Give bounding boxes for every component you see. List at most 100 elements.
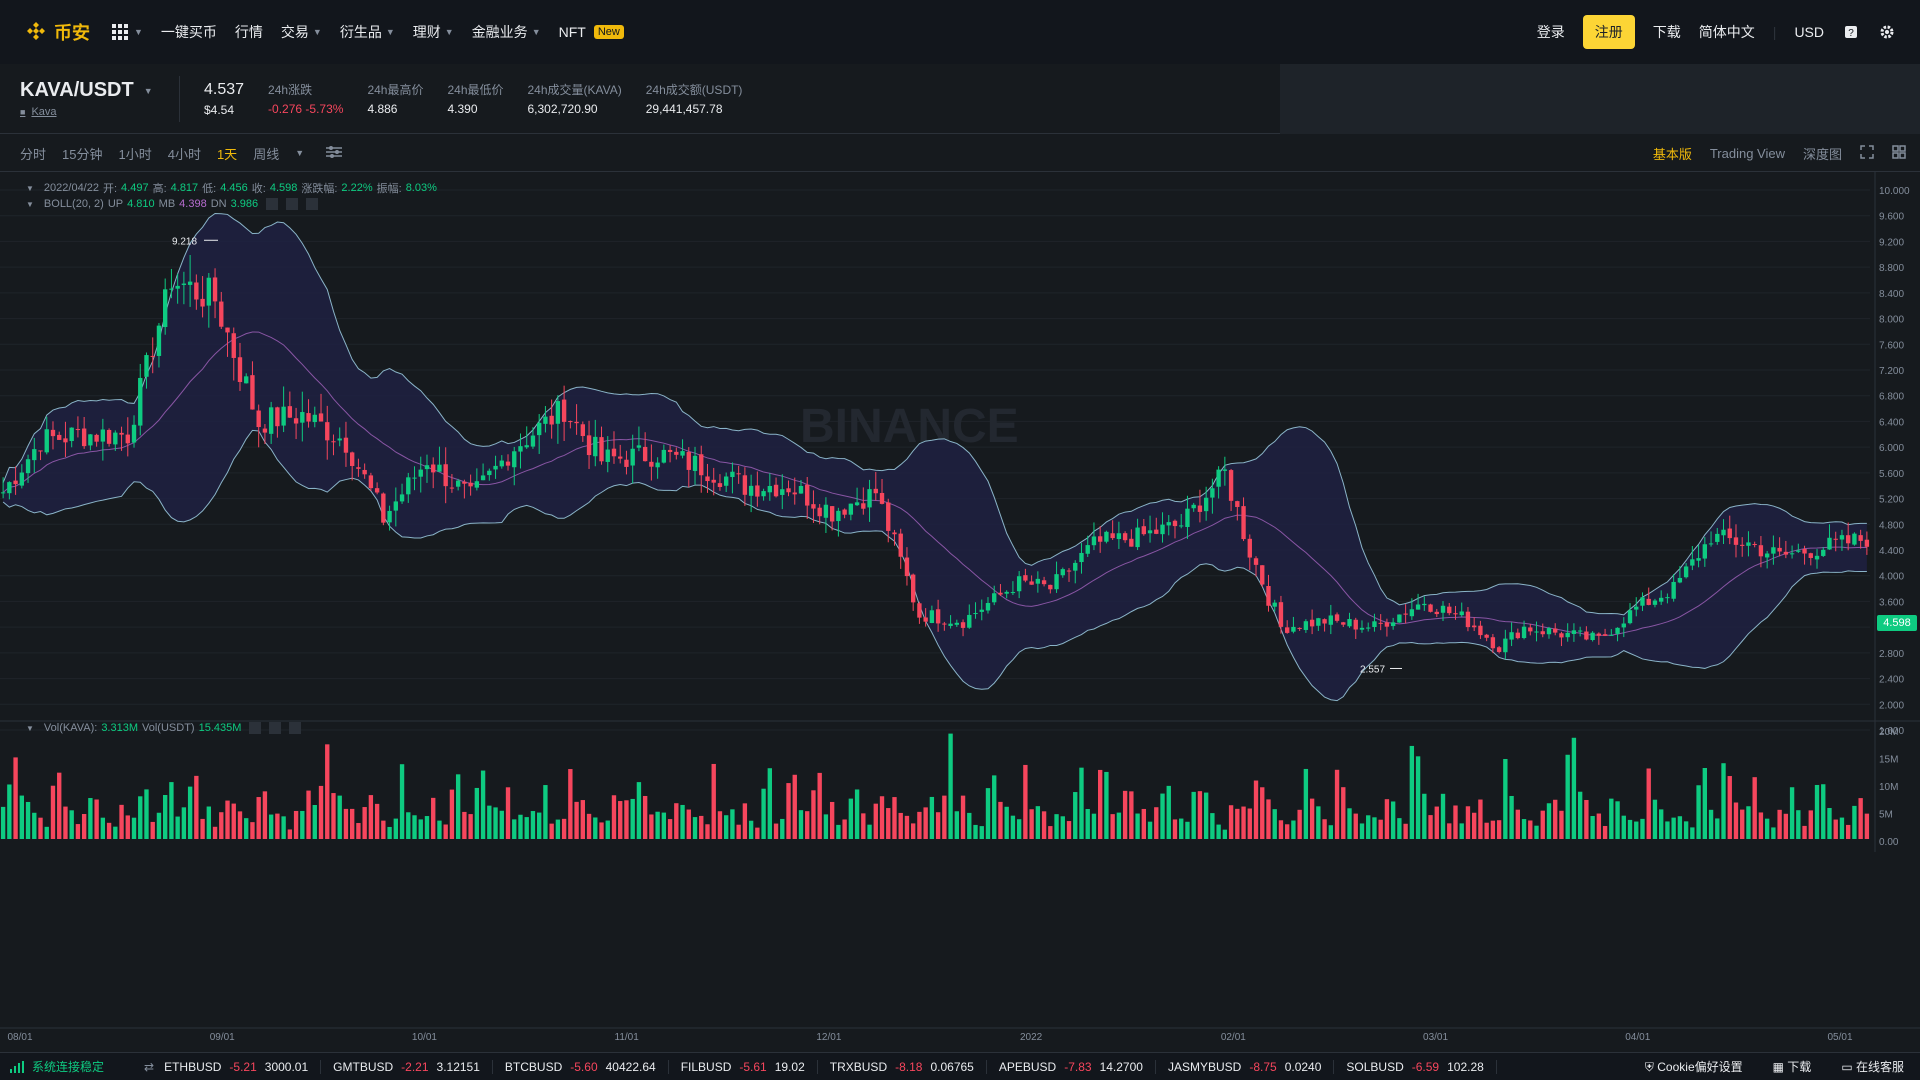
volume-bar [1073,792,1078,839]
volume-bar [1228,805,1234,839]
view-tab[interactable]: Trading View [1709,145,1785,161]
timeframe-list: 分时 15分钟 1小时 4小时 1天 周线 [20,144,295,163]
pair-selector[interactable]: KAVA/USDT ▼ ■ Kava [20,75,180,122]
nav-item-4[interactable]: 理财 ▼ [413,22,454,42]
layout-grid-icon[interactable] [1892,144,1906,162]
volume-bar [175,816,180,839]
volume-bar [150,821,155,839]
nav-item-6[interactable]: NFT New [559,22,624,42]
download-link[interactable]: 下载 [1652,24,1681,40]
candle-body [138,377,143,426]
candle-body [1353,619,1358,630]
volume-bar [399,764,405,839]
volume-bar [524,817,529,839]
vol-tick-label: 0.00 [1879,837,1899,848]
nav-item-3[interactable]: 衍生品 ▼ [340,22,395,42]
candle-body [281,406,286,426]
volume-bar [917,811,922,839]
fullscreen-icon[interactable] [1860,144,1874,162]
collapse-arrow-icon[interactable]: ▼ [26,723,34,733]
close-icon[interactable] [306,198,319,210]
volume-bar [244,818,249,839]
visibility-toggle-icon[interactable] [266,198,279,210]
help-icon[interactable]: ? [1842,23,1860,41]
status-ticker[interactable]: SOLBUSD -6.59 102.28 [1346,1059,1497,1074]
volume-bar [300,810,305,839]
volume-bar [194,775,199,839]
stat-value: 4.886 [367,102,398,116]
timeframe-tab[interactable]: 1小时 [118,146,152,162]
nav-item-5[interactable]: 金融业务 ▼ [472,22,541,42]
chevron-down-icon: ▼ [385,27,395,37]
view-tab[interactable]: 深度图 [1802,146,1842,162]
register-button[interactable]: 注册 [1582,15,1635,49]
candle-body [1553,628,1558,633]
collapse-arrow-icon[interactable]: ▼ [26,183,34,193]
settings-icon[interactable] [286,198,299,210]
online-support-link[interactable]: ▭ 在线客服 [1841,1058,1904,1075]
candle-body [1627,610,1633,624]
candle-body [424,465,430,470]
volume-bar [1677,816,1683,839]
transfer-icon[interactable]: ⇄ [144,1059,155,1074]
timeframe-tab[interactable]: 分时 [20,146,47,162]
timeframe-tab[interactable]: 4小时 [167,146,201,162]
settings-gear-icon[interactable] [1878,23,1896,41]
indicator-settings-icon[interactable] [326,145,343,162]
candle-body [1559,633,1564,638]
timeframe-tab[interactable]: 周线 [253,146,280,162]
chart-canvas[interactable]: 10.000 9.600 9.200 8.800 8.400 8.000 7.600 7.20… [0,172,1920,1052]
nav-item-2[interactable]: 交易 ▼ [281,22,322,42]
nav-item-0[interactable]: 一键买币 [161,22,217,42]
candle-body [418,469,423,477]
chevron-down-icon: ▼ [444,27,454,37]
login-link[interactable]: 登录 [1536,24,1565,40]
collapse-arrow-icon[interactable]: ▼ [26,199,34,209]
last-price-tag: 4.598 [1877,615,1917,631]
candle-body [1808,553,1813,558]
download-app-link[interactable]: ▦ 下载 [1773,1058,1812,1075]
candle-body [1010,592,1016,594]
status-ticker[interactable]: GMTBUSD -2.21 3.12151 [333,1059,493,1074]
support-label: 在线客服 [1855,1060,1904,1074]
currency-selector[interactable]: USD [1794,24,1824,40]
candle-body [692,455,698,471]
volume-bar [212,826,218,839]
volume-bar [1615,801,1620,839]
status-ticker[interactable]: FILBUSD -5.61 19.02 [681,1059,818,1074]
stat-value: 6,302,720.90 [527,102,598,116]
settings-icon[interactable] [269,722,282,734]
candle-body [724,476,729,486]
close-icon[interactable] [289,722,302,734]
cookie-settings-link[interactable]: ⛨ Cookie偏好设置 [1645,1058,1743,1075]
timeframe-dropdown-icon[interactable]: ▼ [295,148,305,158]
volume-bar [935,812,941,839]
apps-menu[interactable]: ▼ [112,24,143,40]
status-ticker[interactable]: JASMYBUSD -8.75 0.0240 [1168,1059,1335,1074]
volume-bar [262,791,268,839]
status-ticker[interactable]: APEBUSD -7.83 14.2700 [999,1059,1156,1074]
visibility-toggle-icon[interactable] [249,722,262,734]
language-selector[interactable]: 简体中文 [1698,24,1755,40]
nav-item-label: NFT [558,24,586,40]
timeframe-tab[interactable]: 15分钟 [62,146,103,162]
y-tick-label: 5.600 [1879,469,1904,480]
view-tab[interactable]: 基本版 [1652,146,1692,162]
status-ticker[interactable]: ETHBUSD -5.21 3000.01 [164,1059,322,1074]
candle-body [792,492,797,495]
nav-item-1[interactable]: 行情 [235,22,263,42]
status-ticker[interactable]: TRXBUSD -8.18 0.06765 [830,1059,987,1074]
volume-bar [680,804,685,839]
volume-bar [1104,771,1109,839]
candle-body [543,416,548,424]
volume-bar [1054,814,1059,839]
status-ticker[interactable]: BTCBUSD -5.60 40422.64 [505,1059,669,1074]
candle-body [636,445,642,448]
x-tick-label: 2022 [1020,1032,1043,1043]
token-info-link[interactable]: Kava [31,106,57,118]
kline-chart[interactable]: 10.000 9.600 9.200 8.800 8.400 8.000 7.600 7.20… [0,172,1920,1052]
timeframe-tab[interactable]: 1天 [216,146,238,162]
volume-bar [992,775,997,839]
binance-logo[interactable]: 币安 [24,19,90,45]
candle-body [599,437,604,462]
